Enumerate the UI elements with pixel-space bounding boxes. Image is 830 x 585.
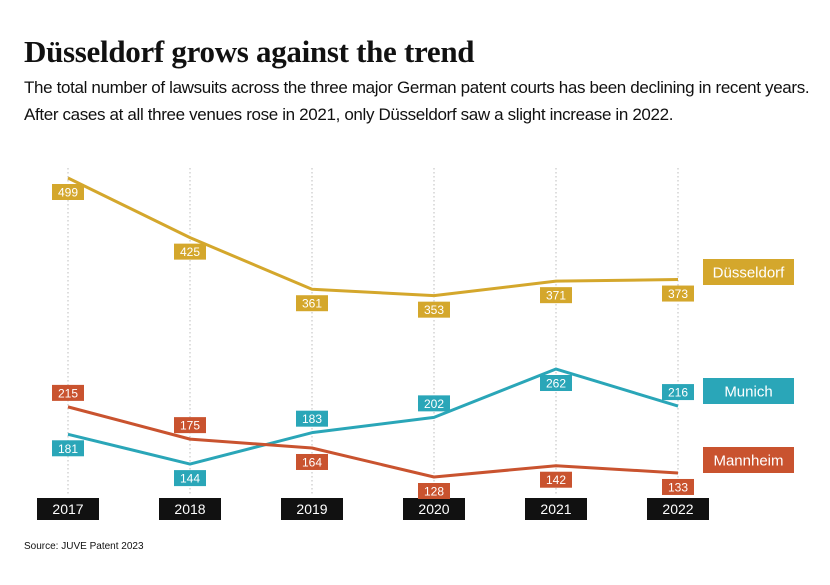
data-label-box	[174, 470, 206, 487]
data-label-mannheim-2022: 133	[662, 478, 694, 495]
x-tick-2020: 2020	[403, 498, 465, 520]
data-label-text: 373	[668, 287, 688, 301]
x-tick-box	[281, 498, 343, 520]
data-label-box	[540, 471, 572, 488]
data-label-mannheim-2019: 164	[296, 453, 328, 470]
data-label-box	[52, 384, 84, 401]
legend-box	[703, 378, 794, 404]
subtitle-line-2: After cases at all three venues rose in …	[24, 105, 674, 124]
data-label-munich-2019: 183	[296, 410, 328, 427]
data-label-text: 164	[302, 455, 322, 469]
legend-label: Düsseldorf	[713, 265, 786, 282]
x-tick-box	[525, 498, 587, 520]
data-label-text: 128	[424, 485, 444, 499]
data-label-box	[662, 285, 694, 302]
data-label-text: 371	[546, 289, 566, 303]
data-label-box	[52, 184, 84, 200]
legend-label: Mannheim	[713, 453, 783, 470]
x-tick-label: 2020	[418, 501, 449, 517]
x-tick-2022: 2022	[647, 498, 709, 520]
data-label-text: 202	[424, 397, 444, 411]
chart-subtitle: The total number of lawsuits across the …	[24, 74, 814, 128]
x-tick-2018: 2018	[159, 498, 221, 520]
data-label-text: 142	[546, 473, 566, 487]
data-label-box	[418, 301, 450, 318]
data-label-text: 215	[58, 386, 78, 400]
x-tick-box	[159, 498, 221, 520]
series-line-dusseldorf	[67, 176, 679, 298]
data-label-box	[540, 375, 572, 392]
legend-dusseldorf: Düsseldorf	[703, 259, 794, 285]
x-tick-label: 2021	[540, 501, 571, 517]
data-label-box	[174, 243, 206, 260]
data-label-box	[418, 483, 450, 499]
data-label-text: 353	[424, 303, 444, 317]
legend-box	[703, 447, 794, 473]
x-tick-box	[647, 498, 709, 520]
data-label-text: 499	[58, 186, 78, 200]
x-tick-label: 2019	[296, 501, 327, 517]
x-tick-label: 2017	[52, 501, 83, 517]
data-label-mannheim-2017: 215	[52, 384, 84, 401]
legend-label: Munich	[724, 384, 772, 401]
data-label-text: 425	[180, 245, 200, 259]
x-tick-label: 2022	[662, 501, 693, 517]
data-label-box	[540, 287, 572, 304]
data-label-dusseldorf-2019: 361	[296, 295, 328, 312]
data-label-box	[418, 395, 450, 412]
data-label-text: 133	[668, 480, 688, 494]
data-label-text: 262	[546, 377, 566, 391]
data-label-box	[52, 440, 84, 457]
source-note: Source: JUVE Patent 2023	[24, 541, 144, 552]
data-label-text: 216	[668, 386, 688, 400]
data-label-munich-2020: 202	[418, 395, 450, 412]
data-label-text: 175	[180, 419, 200, 433]
data-label-box	[662, 384, 694, 401]
x-tick-box	[403, 498, 465, 520]
x-tick-2019: 2019	[281, 498, 343, 520]
legend-mannheim: Mannheim	[703, 447, 794, 473]
data-label-munich-2021: 262	[540, 375, 572, 392]
data-label-box	[296, 453, 328, 470]
data-label-dusseldorf-2021: 371	[540, 287, 572, 304]
subtitle-line-1: The total number of lawsuits across the …	[24, 78, 810, 97]
data-label-box	[174, 417, 206, 434]
data-label-text: 183	[302, 412, 322, 426]
chart-title: Düsseldorf grows against the trend	[24, 34, 475, 69]
series-line-mannheim	[67, 405, 679, 479]
x-tick-2021: 2021	[525, 498, 587, 520]
data-label-text: 181	[58, 442, 78, 456]
data-label-text: 361	[302, 297, 322, 311]
data-label-mannheim-2021: 142	[540, 471, 572, 488]
x-tick-box	[37, 498, 99, 520]
data-label-dusseldorf-2022: 373	[662, 285, 694, 302]
data-label-mannheim-2020: 128	[418, 483, 450, 499]
data-label-munich-2018: 144	[174, 470, 206, 487]
series-line-munich	[67, 367, 679, 466]
data-label-mannheim-2018: 175	[174, 417, 206, 434]
legend-box	[703, 259, 794, 285]
x-tick-label: 2018	[174, 501, 205, 517]
data-label-box	[662, 478, 694, 495]
data-label-dusseldorf-2018: 425	[174, 243, 206, 260]
data-label-text: 144	[180, 472, 200, 486]
legend-munich: Munich	[703, 378, 794, 404]
data-label-dusseldorf-2017: 499	[52, 184, 84, 200]
x-tick-2017: 2017	[37, 498, 99, 520]
data-label-dusseldorf-2020: 353	[418, 301, 450, 318]
data-label-box	[296, 410, 328, 427]
data-label-munich-2017: 181	[52, 440, 84, 457]
data-label-munich-2022: 216	[662, 384, 694, 401]
data-label-box	[296, 295, 328, 312]
